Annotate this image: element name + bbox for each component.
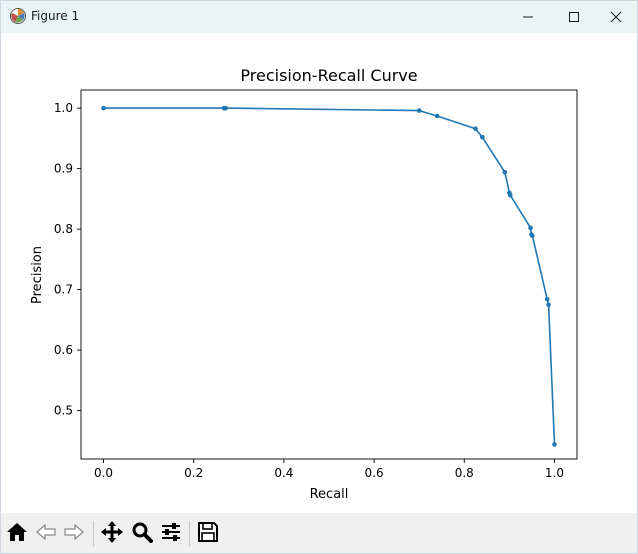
data-point bbox=[544, 297, 550, 302]
home-icon bbox=[6, 521, 28, 547]
x-tick-label: 0.2 bbox=[184, 466, 203, 480]
configure-subplots-icon bbox=[160, 521, 182, 547]
minimize-button[interactable] bbox=[505, 1, 551, 33]
data-point bbox=[546, 302, 551, 308]
pan-icon bbox=[100, 520, 124, 548]
data-point bbox=[101, 105, 106, 111]
maximize-button[interactable] bbox=[551, 1, 597, 33]
data-point bbox=[502, 169, 508, 175]
home-button[interactable] bbox=[4, 521, 30, 547]
x-axis-ticks: 0.0 0.2 0.4 0.6 0.8 1.0 bbox=[94, 459, 564, 480]
y-tick-label: 1.0 bbox=[54, 101, 73, 115]
forward-button[interactable] bbox=[61, 521, 87, 547]
data-point bbox=[434, 113, 440, 119]
data-point bbox=[528, 225, 533, 231]
close-button[interactable] bbox=[593, 1, 638, 33]
y-tick-label: 0.6 bbox=[54, 343, 73, 357]
plot-area bbox=[80, 89, 578, 460]
toolbar-separator bbox=[93, 521, 94, 547]
y-axis-ticks: 0.5 0.6 0.7 0.8 0.9 1.0 bbox=[54, 101, 81, 418]
data-point bbox=[552, 442, 557, 447]
y-tick-label: 0.9 bbox=[54, 162, 73, 176]
data-point bbox=[530, 233, 535, 239]
x-axis-label: Recall bbox=[310, 487, 349, 502]
zoom-button[interactable] bbox=[129, 521, 155, 547]
y-tick-label: 0.7 bbox=[54, 283, 73, 297]
data-point bbox=[416, 108, 422, 113]
save-button[interactable] bbox=[195, 521, 221, 547]
back-icon bbox=[35, 521, 57, 547]
back-button[interactable] bbox=[33, 521, 59, 547]
pan-button[interactable] bbox=[99, 521, 125, 547]
minimize-icon bbox=[522, 8, 534, 27]
data-point bbox=[507, 192, 513, 198]
navigation-toolbar bbox=[1, 513, 637, 553]
series-line bbox=[103, 107, 556, 445]
maximize-icon bbox=[568, 8, 580, 27]
figure-canvas[interactable]: Precision-Recall Curve 0.0 0.2 0.4 0.6 0.8 1.… bbox=[1, 33, 637, 511]
x-tick-label: 0.6 bbox=[365, 466, 384, 480]
chart-title: Precision-Recall Curve bbox=[240, 66, 417, 85]
x-tick-label: 0.8 bbox=[455, 466, 474, 480]
window-title: Figure 1 bbox=[31, 9, 80, 23]
data-point bbox=[223, 105, 229, 111]
data-point bbox=[480, 134, 485, 140]
toolbar-separator bbox=[189, 521, 190, 547]
close-icon bbox=[610, 8, 622, 27]
series-precision-recall bbox=[101, 105, 557, 447]
x-tick-label: 0.4 bbox=[274, 466, 293, 480]
forward-icon bbox=[63, 521, 85, 547]
x-tick-label: 0.0 bbox=[94, 466, 113, 480]
y-tick-label: 0.8 bbox=[54, 222, 73, 236]
data-point bbox=[473, 126, 478, 132]
y-axis-label: Precision bbox=[30, 246, 45, 304]
precision-recall-chart: Precision-Recall Curve 0.0 0.2 0.4 0.6 0.8 1.… bbox=[30, 66, 578, 502]
save-icon bbox=[197, 521, 219, 547]
title-bar[interactable]: Figure 1 bbox=[1, 1, 637, 33]
x-tick-label: 1.0 bbox=[545, 466, 564, 480]
zoom-icon bbox=[131, 521, 153, 547]
y-tick-label: 0.5 bbox=[54, 404, 73, 418]
matplotlib-logo-icon bbox=[9, 7, 27, 25]
configure-subplots-button[interactable] bbox=[158, 521, 184, 547]
